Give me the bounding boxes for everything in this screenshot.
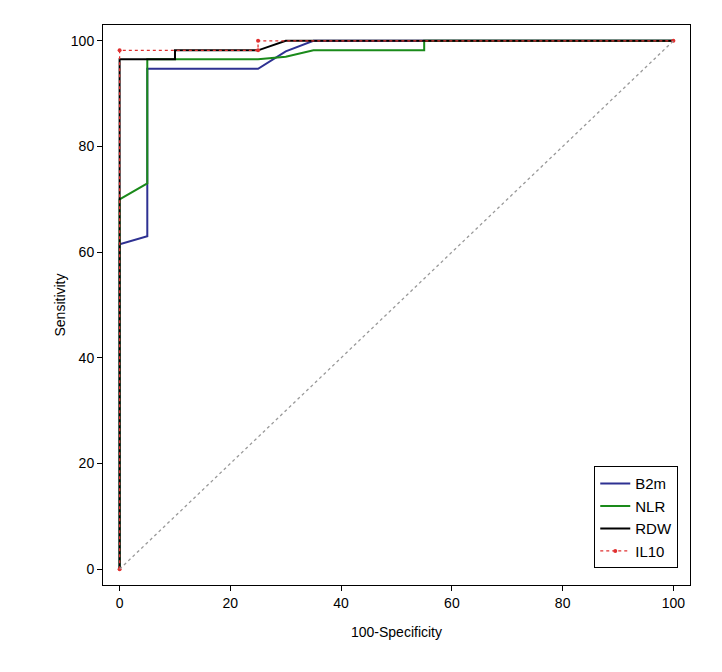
svg-text:60: 60 xyxy=(79,244,95,260)
svg-text:IL10: IL10 xyxy=(635,543,664,560)
svg-text:NLR: NLR xyxy=(635,498,665,515)
svg-text:80: 80 xyxy=(79,138,95,154)
svg-text:100-Specificity: 100-Specificity xyxy=(351,624,442,640)
svg-text:100: 100 xyxy=(71,33,95,49)
svg-text:20: 20 xyxy=(79,455,95,471)
svg-text:0: 0 xyxy=(86,561,94,577)
svg-text:40: 40 xyxy=(79,350,95,366)
svg-text:40: 40 xyxy=(333,595,349,611)
svg-text:0: 0 xyxy=(116,595,124,611)
svg-text:RDW: RDW xyxy=(635,520,672,537)
svg-text:B2m: B2m xyxy=(635,475,666,492)
svg-text:60: 60 xyxy=(444,595,460,611)
svg-text:100: 100 xyxy=(662,595,686,611)
svg-text:80: 80 xyxy=(555,595,571,611)
svg-text:Sensitivity: Sensitivity xyxy=(52,273,68,336)
svg-text:20: 20 xyxy=(223,595,239,611)
